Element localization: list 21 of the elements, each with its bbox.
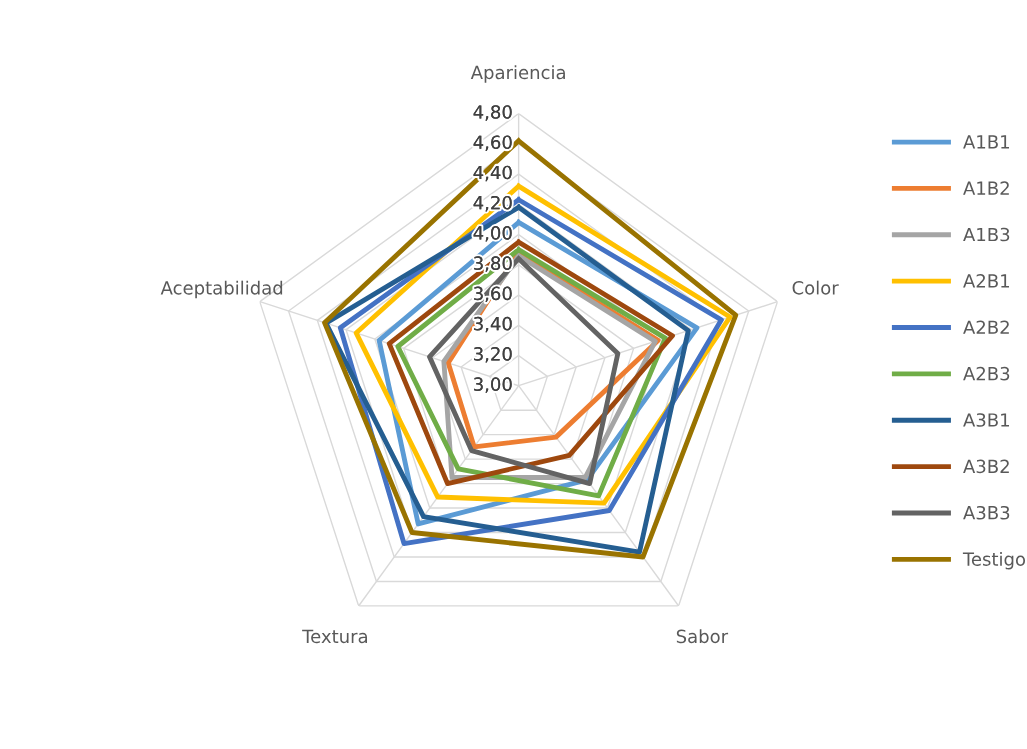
spoke-label: Color: [792, 280, 839, 295]
legend-label: A2B2: [963, 320, 1009, 334]
legend-label: A3B1: [963, 413, 1009, 427]
legend-label: A2B3: [963, 366, 1010, 381]
y-tick-label: 4,60: [473, 135, 512, 151]
y-tick-label: 4,80: [473, 105, 512, 121]
y-tick-label: 3,80: [474, 256, 512, 272]
spoke-label: Sabor: [676, 629, 729, 644]
legend-label: A3B3: [963, 505, 1010, 520]
legend-label: A1B3: [963, 227, 1010, 242]
y-tick-label: 3,40: [474, 316, 512, 333]
legend-label: Testigo: [962, 551, 1026, 570]
spoke-label: Apariencia: [470, 65, 565, 83]
spoke-label: Textura: [302, 629, 367, 644]
legend-label: A3B2: [963, 459, 1009, 474]
legend-label: A1B2: [963, 181, 1009, 195]
legend-label: A2B1: [963, 274, 1009, 288]
y-tick-label: 3,00: [474, 377, 512, 393]
legend-label: A1B1: [963, 135, 1009, 149]
spoke-label: Aceptabilidad: [160, 280, 283, 299]
y-tick-label: 3,20: [474, 347, 512, 363]
